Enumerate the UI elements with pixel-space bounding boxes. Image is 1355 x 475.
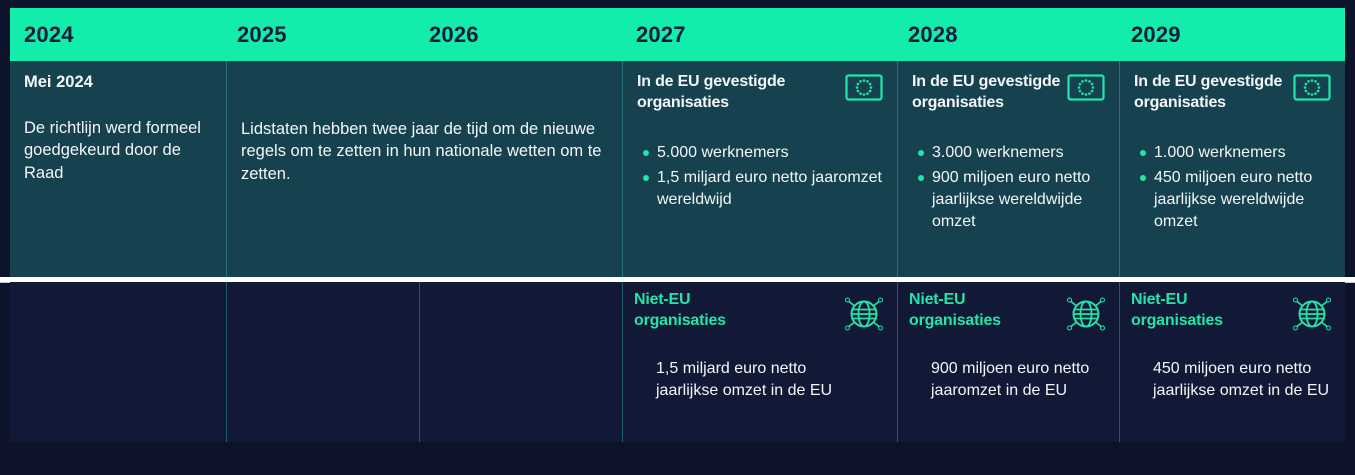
- cell-2025-2026-transposition: Lidstaten hebben twee jaar de tijd om de…: [226, 61, 622, 277]
- bullet-dot: [1140, 175, 1146, 182]
- eu-criteria-list: 1.000 werknemers 450 miljoen euro netto …: [1134, 142, 1331, 233]
- list-item: 5.000 werknemers: [637, 142, 883, 164]
- empty-cell-2024: [10, 282, 226, 442]
- non-eu-cell-body: 450 miljoen euro netto jaarlijkse omzet …: [1153, 360, 1330, 400]
- eu-flag-icon: [1067, 74, 1105, 101]
- eu-cell-2027: In de EU gevestigde organisaties 5.000 w…: [622, 61, 897, 277]
- eu-criteria-list: 5.000 werknemers 1,5 miljard euro netto …: [637, 142, 883, 211]
- cell-body: De richtlijn werd formeel goedgekeurd do…: [24, 118, 201, 182]
- bullet-dot: [643, 150, 649, 156]
- list-item: 450 miljoen euro netto jaarlijkse wereld…: [1134, 167, 1331, 233]
- eu-cell-heading: In de EU gevestigde organisaties: [637, 73, 786, 111]
- eu-cell-2029: In de EU gevestigde organisaties 1.000 w…: [1119, 61, 1345, 277]
- list-item: 1.000 werknemers: [1134, 142, 1331, 164]
- bullet-dot: [1140, 150, 1146, 156]
- non-eu-cell-heading: Niet-EU organisaties: [1131, 291, 1223, 329]
- bullet-dot: [643, 175, 649, 182]
- year-label-2026: 2026: [429, 21, 479, 47]
- bullet-dot: [918, 150, 924, 156]
- list-item: 1,5 miljard euro netto jaaromzet wereldw…: [637, 167, 883, 211]
- top-row: Mei 2024 De richtlijn werd formeel goedg…: [10, 61, 1345, 277]
- non-eu-cell-2028: Niet-EU organisaties 900 miljoen euro ne…: [897, 282, 1119, 442]
- globe-network-icon: [1067, 297, 1105, 331]
- eu-criteria-list: 3.000 werknemers 900 miljoen euro netto …: [912, 142, 1105, 233]
- non-eu-cell-2029: Niet-EU organisaties 450 miljoen euro ne…: [1119, 282, 1345, 442]
- year-header-bar: 2024 2025 2026 2027 2028 2029: [10, 8, 1345, 61]
- year-label-2025: 2025: [237, 21, 287, 47]
- cell-title: Mei 2024: [24, 73, 93, 91]
- non-eu-cell-body: 900 miljoen euro netto jaaromzet in de E…: [931, 360, 1090, 400]
- eu-cell-2028: In de EU gevestigde organisaties 3.000 w…: [897, 61, 1119, 277]
- empty-cell-2025: [226, 282, 419, 442]
- cell-body: Lidstaten hebben twee jaar de tijd om de…: [241, 120, 602, 183]
- non-eu-cell-2027: Niet-EU organisaties 1,5 miljard euro ne…: [622, 282, 897, 442]
- eu-flag-icon: [845, 74, 883, 101]
- cell-2024-adoption: Mei 2024 De richtlijn werd formeel goedg…: [10, 61, 226, 277]
- non-eu-cell-body: 1,5 miljard euro netto jaarlijkse omzet …: [656, 360, 833, 400]
- non-eu-cell-heading: Niet-EU organisaties: [634, 291, 726, 329]
- eu-cell-heading: In de EU gevestigde organisaties: [1134, 73, 1283, 111]
- list-item: 900 miljoen euro netto jaarlijkse wereld…: [912, 167, 1105, 233]
- bullet-dot: [918, 175, 924, 182]
- year-label-2027: 2027: [636, 21, 686, 47]
- eu-flag-icon: [1293, 74, 1331, 101]
- year-label-2028: 2028: [908, 21, 958, 47]
- globe-network-icon: [845, 297, 883, 331]
- eu-cell-heading: In de EU gevestigde organisaties: [912, 73, 1061, 111]
- list-item: 3.000 werknemers: [912, 142, 1105, 164]
- year-label-2029: 2029: [1131, 21, 1181, 47]
- horizontal-divider: [0, 277, 1355, 282]
- empty-cell-2026: [419, 282, 622, 442]
- bottom-row: Niet-EU organisaties 1,5 miljard euro ne…: [10, 282, 1345, 442]
- non-eu-cell-heading: Niet-EU organisaties: [909, 291, 1001, 329]
- year-label-2024: 2024: [24, 21, 74, 47]
- globe-network-icon: [1293, 297, 1331, 331]
